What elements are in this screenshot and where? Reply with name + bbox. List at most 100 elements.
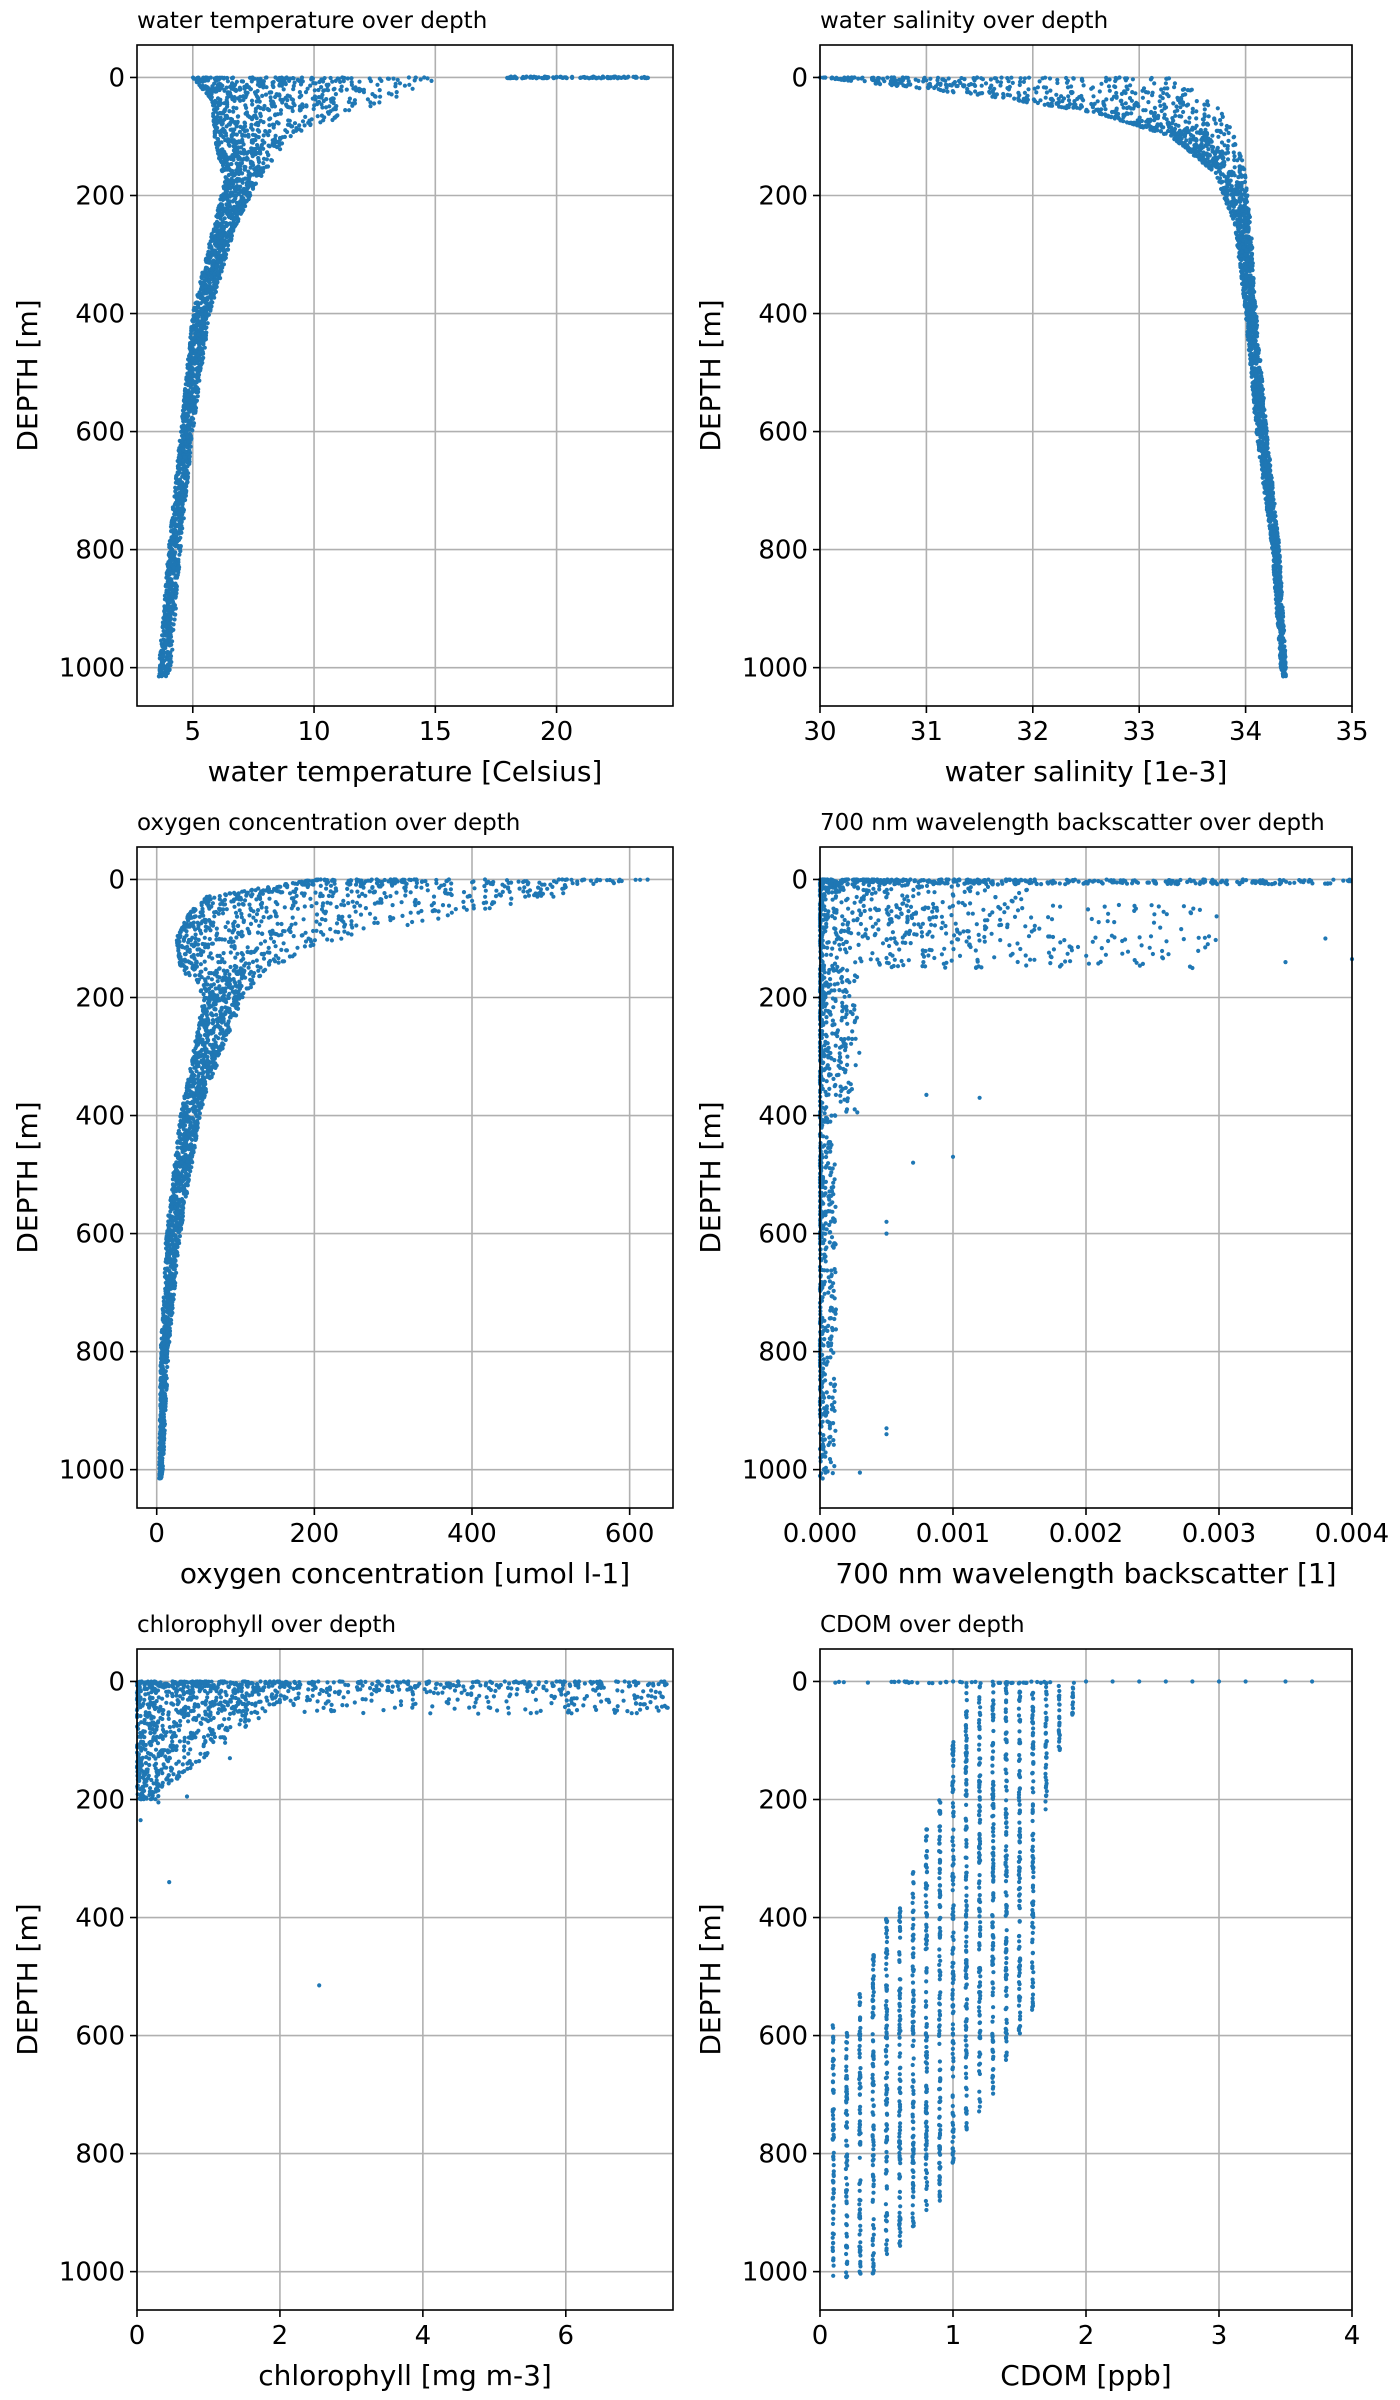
data-point [1031,97,1036,102]
data-point [252,76,257,81]
data-point [1129,98,1134,103]
data-point [1070,90,1075,95]
data-point [179,496,184,501]
data-point [998,83,1003,88]
data-point [1172,81,1177,86]
data-point [578,75,584,80]
data-point [221,126,226,131]
data-point [324,82,329,87]
data-point [1212,152,1218,157]
data-point [339,88,344,93]
data-point [218,276,223,281]
data-point [219,133,224,138]
data-point [196,389,201,395]
data-point [1232,173,1237,178]
data-point [277,92,282,97]
data-point [1006,79,1011,84]
data-point [238,98,243,103]
data-point [222,194,227,199]
x-tick-label: 15 [419,717,452,747]
data-point [913,77,918,82]
data-point [1040,76,1045,81]
data-point [228,186,233,191]
data-point [1206,114,1211,119]
data-point [943,78,948,83]
data-point [174,475,179,480]
data-point [954,83,959,89]
data-point [1235,158,1240,163]
data-point [619,75,624,80]
data-point [215,271,220,276]
data-point [266,133,271,138]
data-point [312,88,317,93]
data-point [1055,77,1060,82]
data-point [1190,127,1195,132]
data-point [226,172,231,178]
data-point [179,489,184,494]
data-point [250,146,255,151]
data-point [343,108,348,113]
data-point [208,302,213,307]
data-point [168,632,173,638]
data-point [889,75,894,80]
data-point [973,83,978,88]
data-point [220,121,225,126]
data-point [285,93,290,98]
data-point [232,127,237,132]
data-point [195,313,200,318]
y-tick-label: 0 [108,63,125,93]
data-point [1194,116,1199,121]
data-point [1144,119,1149,124]
data-point [1260,387,1265,392]
data-point [330,117,335,123]
data-point [224,252,229,257]
data-point [204,306,209,311]
data-point [1172,109,1177,114]
data-point [1249,254,1254,259]
data-point [242,84,247,89]
data-point [626,74,631,79]
y-tick-label: 600 [75,418,125,448]
data-point [224,166,229,171]
data-point [194,305,199,310]
data-point [196,292,201,297]
data-point [171,516,176,521]
data-point [534,76,539,81]
data-point [214,219,220,224]
data-point [217,156,222,161]
data-point [172,617,177,622]
data-point [253,113,258,118]
data-point [1247,277,1252,282]
data-point [176,557,181,562]
data-point [232,224,237,229]
data-point [253,166,259,171]
data-point [397,81,403,86]
data-point [219,263,224,268]
data-point [266,152,271,157]
data-point [1208,137,1213,143]
data-point [169,628,174,634]
data-point [177,552,182,557]
data-point [294,128,299,133]
data-point [198,327,203,332]
data-point [333,105,338,110]
data-point [167,659,172,664]
data-point [295,77,300,82]
data-point [252,152,257,157]
data-point [1149,75,1154,81]
data-point [1224,123,1229,129]
data-point [1216,134,1221,139]
data-point [254,99,259,104]
data-point [1064,106,1069,111]
data-point [1219,140,1225,145]
data-point [425,76,430,81]
data-point [209,245,214,250]
data-point [1151,127,1156,132]
data-point [255,88,260,94]
data-point [265,164,271,169]
data-point [198,364,203,369]
data-point [170,505,175,510]
data-point [244,198,249,203]
data-point [1150,90,1155,95]
data-point [570,75,575,80]
